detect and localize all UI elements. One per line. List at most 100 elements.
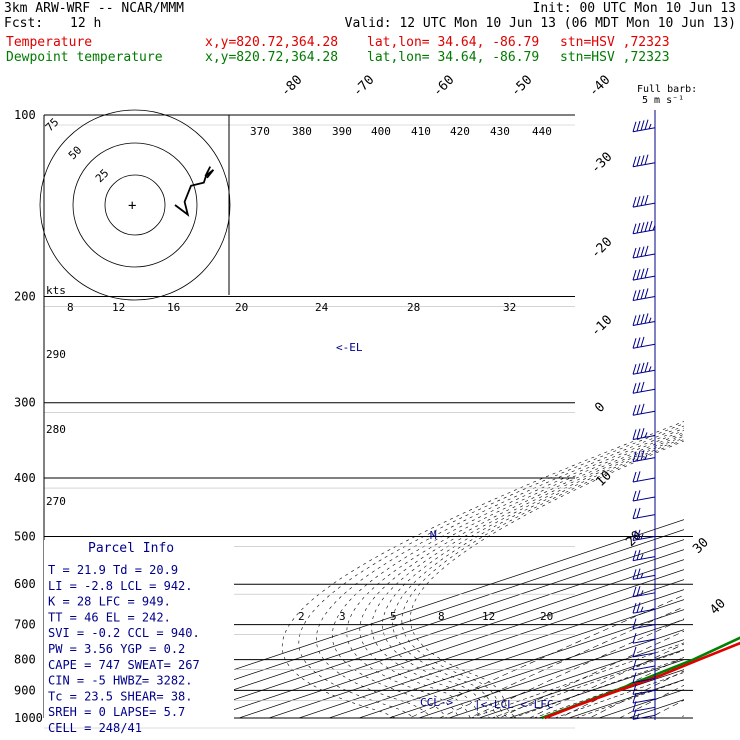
parcel-info-row: CAPE = 747 SWEAT= 267 <box>48 658 200 672</box>
sounding-annotation: CCL-> <box>420 696 453 709</box>
wind-barb-flag <box>632 490 637 502</box>
wind-barb-flag <box>632 247 637 259</box>
wind-barb <box>632 154 656 168</box>
temperature-tick-label: -10 <box>588 313 615 340</box>
isotherm <box>567 679 684 718</box>
hodograph-trace <box>174 166 215 217</box>
wind-barb-flag <box>644 432 648 438</box>
wind-barb-flag <box>648 366 652 372</box>
wind-barb-staff <box>632 162 656 168</box>
theta-e-label: 410 <box>411 125 431 138</box>
temperature-tick-label: -70 <box>350 73 377 100</box>
wind-barb-flag <box>640 381 645 393</box>
isotherm <box>327 599 684 718</box>
wind-barb-staff <box>632 253 656 259</box>
wind-barb <box>632 194 656 208</box>
wind-barb-flag <box>632 451 637 462</box>
isotherm <box>87 519 684 718</box>
speed-tick-label: 8 <box>67 301 74 314</box>
isotherm <box>537 669 684 718</box>
wind-barb-flag <box>644 245 649 257</box>
wind-barb-flag <box>640 554 644 560</box>
wind-barb-flag <box>636 222 641 234</box>
wind-barb-flag <box>632 709 637 720</box>
wind-barb-flag <box>640 572 644 579</box>
wind-barb <box>632 549 656 562</box>
parcel-info-row: LI = -2.8 LCL = 942. <box>48 579 193 593</box>
wind-barb-staff <box>632 369 656 375</box>
wind-barb-flag <box>632 383 637 394</box>
wind-barb-flag <box>636 382 641 393</box>
wind-barb-staff <box>632 574 656 580</box>
moist-adiabat <box>281 421 684 718</box>
parcel-info-panel: Parcel Info T = 21.9 Td = 20.9 LI = -2.8 L… <box>44 540 234 735</box>
wind-barb-flag <box>636 269 641 280</box>
wind-barb-staff <box>632 638 656 644</box>
wind-barb-flag <box>632 364 637 375</box>
moist-adiabat <box>359 432 684 718</box>
theta-e-label: 440 <box>532 125 552 138</box>
wind-barb <box>632 471 656 483</box>
wind-barb-flag <box>632 646 637 658</box>
wind-barb-staff <box>632 556 656 562</box>
wind-barb-flag <box>632 315 637 326</box>
wind-barb-flag <box>632 692 637 704</box>
pressure-tick-label: 200 <box>14 290 36 304</box>
wind-barb <box>632 659 656 671</box>
isotherm <box>417 629 684 718</box>
wind-barb-staff <box>632 514 656 520</box>
wind-barb <box>632 490 656 502</box>
wind-barb-flag <box>640 268 645 279</box>
moist-adiabat <box>392 437 684 718</box>
temperature-tick-label: -80 <box>278 73 305 100</box>
moist-adiabat <box>382 435 684 718</box>
wind-barb <box>632 692 656 704</box>
temperature-tick-label: 0 <box>592 400 608 416</box>
wind-barb-staff <box>632 689 656 695</box>
sounding-annotation: <-EL <box>336 341 363 354</box>
temperature-legend-label: Temperature <box>6 35 93 50</box>
wind-barb-flag <box>644 313 649 324</box>
parcel-info-row: Tc = 23.5 SHEAR= 38. <box>48 689 193 703</box>
wind-barb <box>632 529 656 541</box>
hodograph-axis-label: kts <box>46 284 66 297</box>
wind-barb-flag <box>636 602 641 613</box>
mixing-ratio-line <box>491 649 684 718</box>
pressure-tick-label: 400 <box>14 471 36 485</box>
temperature-line <box>544 641 740 720</box>
wind-barb-flag <box>632 156 637 167</box>
dry-adiabat <box>648 699 684 718</box>
dewpoint-legend-label: Dewpoint temperature <box>6 50 163 65</box>
wind-barb <box>632 618 656 630</box>
fcst-label: Fcst: <box>4 16 44 31</box>
dewpoint-xy: x,y=820.72,364.28 <box>205 50 339 65</box>
wind-barb <box>632 119 656 133</box>
wind-barb-flag <box>640 606 644 612</box>
wind-barb-staff <box>632 714 656 720</box>
init-time: Init: 00 UTC Mon 10 Jun 13 <box>532 1 737 16</box>
temperature-xy: x,y=820.72,364.28 <box>205 35 339 50</box>
theta-e-label: 390 <box>332 125 352 138</box>
wind-barb-flag <box>648 123 652 130</box>
wind-barb-flag <box>636 568 641 579</box>
wind-barb <box>632 602 656 614</box>
wind-barb-flag <box>632 569 637 580</box>
parcel-info-row: CELL = 248/41 <box>48 721 142 735</box>
wind-barb-staff <box>632 410 656 416</box>
dry-adiabat <box>588 670 684 718</box>
wind-barb <box>632 427 656 440</box>
wind-barb-staff <box>632 434 656 440</box>
pressure-tick-label: 500 <box>14 529 36 543</box>
wind-barb <box>632 450 656 463</box>
theta-e-label: 380 <box>292 125 312 138</box>
wind-barb-flag <box>640 362 645 373</box>
wind-barb-staff <box>632 678 656 683</box>
moist-adiabat <box>371 433 684 718</box>
dry-adiabat <box>498 630 684 718</box>
wind-barb-flag <box>632 429 637 440</box>
isotherm <box>267 579 684 718</box>
wind-barb-staff <box>632 457 656 463</box>
temperature-tick-label: -60 <box>430 73 457 100</box>
wind-barb-flag <box>632 701 637 712</box>
